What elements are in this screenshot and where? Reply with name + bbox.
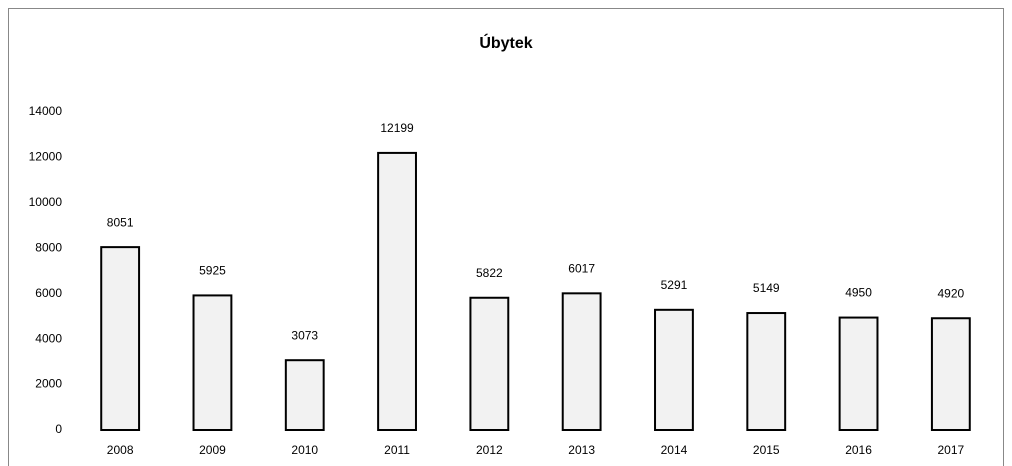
x-tick-label: 2014 <box>661 443 688 457</box>
bar <box>192 294 233 431</box>
bar <box>469 296 510 431</box>
y-tick-label: 12000 <box>29 150 63 164</box>
y-tick-label: 6000 <box>35 286 62 300</box>
bar <box>746 312 787 431</box>
bar <box>100 246 141 431</box>
bar <box>654 308 694 432</box>
data-label: 4920 <box>937 286 964 300</box>
y-tick-label: 0 <box>55 422 62 436</box>
data-label: 5291 <box>661 278 688 292</box>
chart-title: Úbytek <box>479 33 532 52</box>
x-tick-label: 2013 <box>568 443 595 457</box>
data-label: 8051 <box>107 215 134 229</box>
y-tick-label: 10000 <box>29 195 63 209</box>
x-tick-label: 2009 <box>199 443 226 457</box>
data-label: 12199 <box>380 121 414 135</box>
y-tick-label: 4000 <box>35 331 62 345</box>
x-tick-label: 2011 <box>384 443 410 457</box>
x-tick-label: 2008 <box>107 443 134 457</box>
data-label: 4950 <box>845 286 872 300</box>
bar <box>377 151 417 432</box>
y-tick-label: 14000 <box>29 104 63 118</box>
data-label: 5149 <box>753 281 780 295</box>
y-tick-label: 2000 <box>35 377 62 391</box>
x-tick-label: 2016 <box>845 443 872 457</box>
data-label: 5822 <box>476 266 503 280</box>
data-label: 5925 <box>199 264 226 278</box>
data-label: 3073 <box>291 328 318 342</box>
x-tick-label: 2010 <box>291 443 318 457</box>
bar <box>930 317 971 432</box>
bar <box>838 316 879 432</box>
x-tick-label: 2017 <box>937 443 964 457</box>
bar <box>561 292 602 432</box>
x-tick-label: 2012 <box>476 443 503 457</box>
data-label: 6017 <box>568 262 595 276</box>
x-tick-label: 2015 <box>753 443 780 457</box>
y-tick-label: 8000 <box>35 240 62 254</box>
bar <box>284 359 325 432</box>
